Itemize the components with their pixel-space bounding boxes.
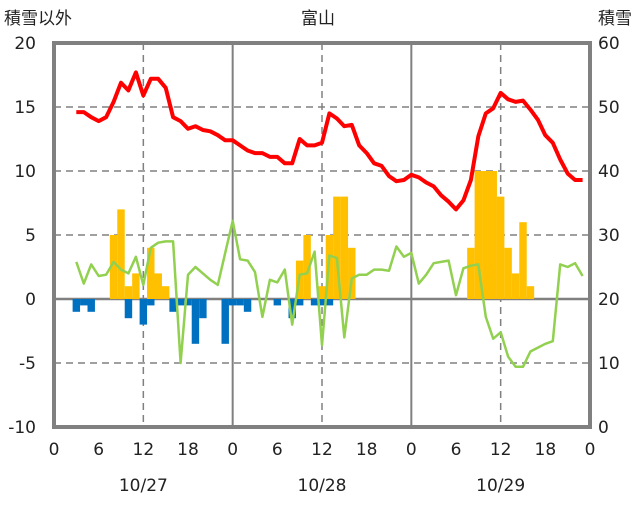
blue-bar — [191, 299, 200, 344]
orange-bar — [109, 235, 118, 299]
right-tick-label: 10 — [598, 354, 620, 374]
x-tick-label: 0 — [585, 440, 596, 460]
right-tick-label: 40 — [598, 162, 620, 182]
orange-bar — [526, 286, 535, 299]
date-label: 10/27 — [119, 476, 168, 496]
left-tick-label: 10 — [14, 162, 36, 182]
blue-bar — [295, 299, 304, 306]
blue-bar — [124, 299, 133, 319]
orange-bar — [117, 209, 125, 299]
plot-frame — [52, 41, 592, 429]
right-tick-label: 20 — [598, 290, 620, 310]
blue-bar — [221, 299, 229, 344]
date-label: 10/29 — [476, 476, 525, 496]
x-tick-label: 6 — [93, 440, 104, 460]
x-tick-label: 18 — [177, 440, 199, 460]
x-tick-label: 0 — [406, 440, 417, 460]
x-tick-label: 6 — [451, 440, 462, 460]
blue-bar — [147, 299, 155, 306]
blue-bar — [199, 299, 207, 319]
blue-bar — [236, 299, 244, 306]
right-tick-label: 60 — [598, 34, 620, 54]
orange-bar — [303, 235, 311, 299]
orange-bar — [474, 171, 483, 299]
blue-bar — [80, 299, 88, 306]
left-axis-title: 積雪以外 — [4, 9, 72, 29]
blue-bar — [288, 299, 296, 319]
orange-bar — [467, 247, 475, 299]
date-label: 10/28 — [298, 476, 347, 496]
x-tick-label: 0 — [227, 440, 238, 460]
orange-bar — [340, 196, 349, 299]
x-tick-label: 12 — [490, 440, 512, 460]
orange-bar — [511, 273, 520, 299]
orange-bar — [482, 171, 490, 299]
left-tick-label: -5 — [19, 354, 36, 374]
green-series-line — [75, 219, 584, 369]
orange-bar — [348, 247, 356, 299]
blue-bar — [318, 299, 326, 306]
blue-bar — [139, 299, 148, 325]
left-tick-label: 0 — [25, 290, 36, 310]
orange-bar — [318, 286, 326, 299]
x-tick-label: 0 — [49, 440, 60, 460]
left-tick-label: 20 — [14, 34, 36, 54]
chart-title: 富山 — [301, 9, 335, 29]
lines — [75, 70, 584, 369]
orange-bar — [519, 222, 527, 299]
left-tick-label: 15 — [14, 98, 36, 118]
x-tick-label: 12 — [133, 440, 155, 460]
left-tick-label: -10 — [8, 418, 36, 438]
orange-bar — [147, 247, 155, 299]
blue-bar — [184, 299, 192, 306]
blue-bar — [169, 299, 177, 312]
blue-bar — [228, 299, 237, 306]
orange-bar — [154, 273, 162, 299]
orange-bar — [124, 286, 133, 299]
x-tick-label: 18 — [535, 440, 557, 460]
blue-bar — [273, 299, 282, 306]
blue-bar — [87, 299, 95, 312]
blue-bar — [72, 299, 81, 312]
left-tick-label: 5 — [25, 226, 36, 246]
red-series-line — [76, 70, 583, 212]
right-tick-label: 50 — [598, 98, 620, 118]
x-tick-label: 18 — [356, 440, 378, 460]
orange-bar — [489, 171, 497, 299]
x-tick-label: 6 — [272, 440, 283, 460]
right-tick-label: 0 — [598, 418, 609, 438]
right-axis-title: 積雪 — [598, 9, 632, 29]
orange-bar — [333, 196, 341, 299]
blue-bar — [310, 299, 319, 306]
orange-bar — [161, 286, 170, 299]
blue-bar — [176, 299, 185, 306]
orange-bar — [504, 247, 512, 299]
x-tick-label: 12 — [311, 440, 333, 460]
orange-bar — [496, 196, 505, 299]
orange-bar — [132, 273, 140, 299]
blue-bar — [243, 299, 252, 312]
blue-bar — [325, 299, 334, 306]
right-tick-label: 30 — [598, 226, 620, 246]
